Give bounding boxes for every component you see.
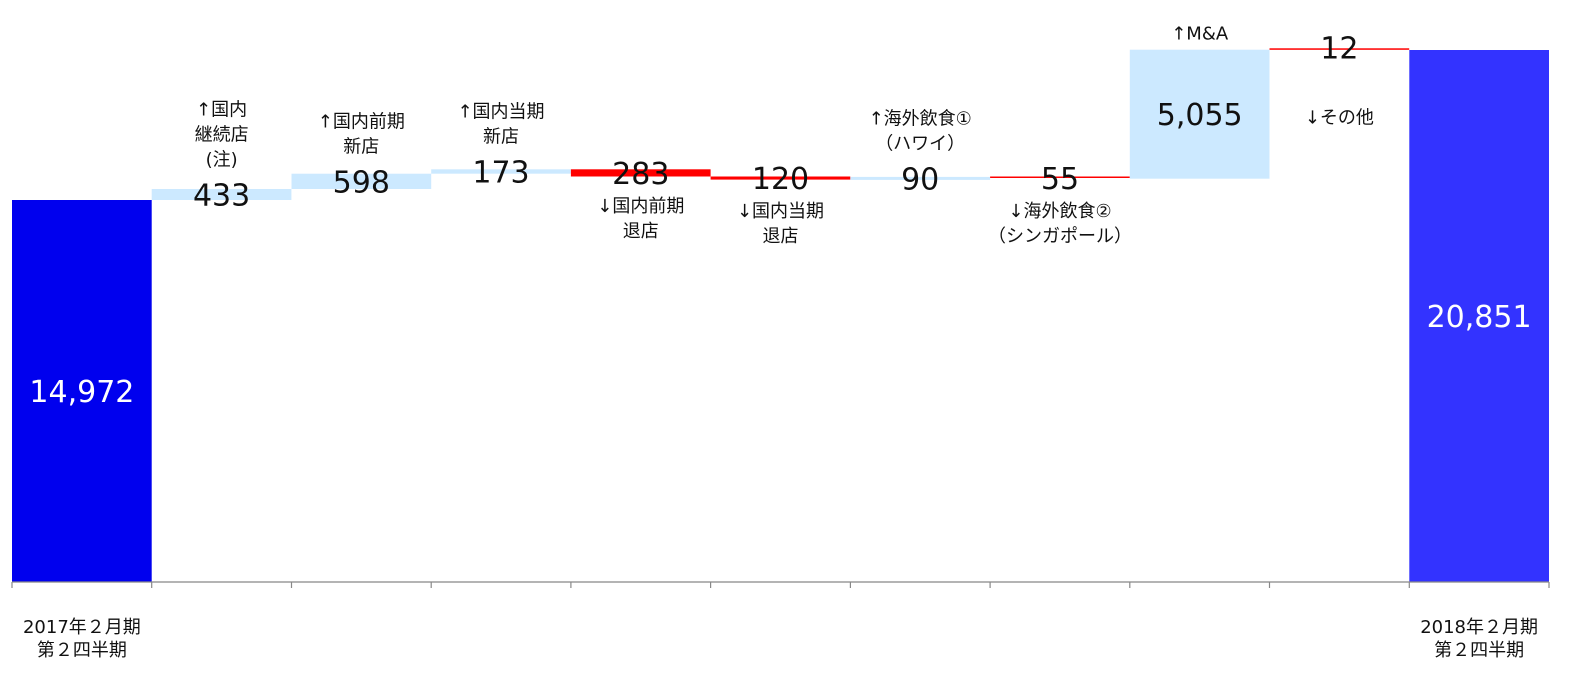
bar-8 <box>1129 49 1270 179</box>
value-labels-layer: 14,972 433 598 173 283 120 90 55 5,055 12 20,851 <box>29 31 1531 410</box>
value-label-4: 283 <box>612 157 669 192</box>
bar-5 <box>710 176 851 180</box>
annotation-2-0: ↑国内前期 <box>318 111 405 132</box>
category-label-10-0: 2018年２月期 <box>1420 617 1538 638</box>
bar-10 <box>1409 50 1549 582</box>
x-axis <box>11 581 1550 588</box>
annotation-9-0: ↓その他 <box>1305 107 1374 128</box>
annotation-1-1: 継続店 <box>195 125 249 146</box>
annotation-4-1: 退店 <box>623 221 659 242</box>
value-label-6: 90 <box>901 162 939 197</box>
annotation-7-1: （シンガポール） <box>988 226 1132 247</box>
annotation-4-0: ↓国内前期 <box>597 196 684 217</box>
annotation-3-1: 新店 <box>483 127 519 148</box>
category-label-10-1: 第２四半期 <box>1434 640 1524 661</box>
annotation-1-2: (注) <box>206 150 238 171</box>
annotation-6-1: （ハワイ） <box>875 133 965 154</box>
bar-4 <box>570 169 711 177</box>
value-label-10: 20,851 <box>1427 300 1532 335</box>
bar-3 <box>431 169 571 174</box>
bar-1 <box>151 189 292 200</box>
bar-6 <box>850 176 991 180</box>
annotation-1-0: ↑国内 <box>196 100 247 121</box>
value-label-1: 433 <box>193 179 250 214</box>
category-label-0-1: 第２四半期 <box>37 640 127 661</box>
bar-9 <box>1269 48 1410 50</box>
bar-2 <box>291 173 432 189</box>
value-label-3: 173 <box>472 156 529 191</box>
value-label-0: 14,972 <box>29 375 134 410</box>
bars-layer <box>12 48 1549 582</box>
annotation-8-0: ↑M&A <box>1171 24 1229 45</box>
annotation-3-0: ↑国内当期 <box>457 102 544 123</box>
annotation-5-1: 退店 <box>763 226 799 247</box>
bar-7 <box>990 176 1130 178</box>
annotation-2-1: 新店 <box>343 136 379 157</box>
annotation-7-0: ↓海外飲食② <box>1008 201 1111 222</box>
bar-0 <box>12 200 152 582</box>
value-label-8: 5,055 <box>1157 98 1243 133</box>
annotation-6-0: ↑海外飲食① <box>869 108 972 129</box>
value-label-7: 55 <box>1041 162 1079 197</box>
value-label-2: 598 <box>333 165 390 200</box>
value-label-9: 12 <box>1320 31 1358 66</box>
category-label-0-0: 2017年２月期 <box>23 617 141 638</box>
annotation-5-0: ↓国内当期 <box>737 201 824 222</box>
value-label-5: 120 <box>752 162 809 197</box>
